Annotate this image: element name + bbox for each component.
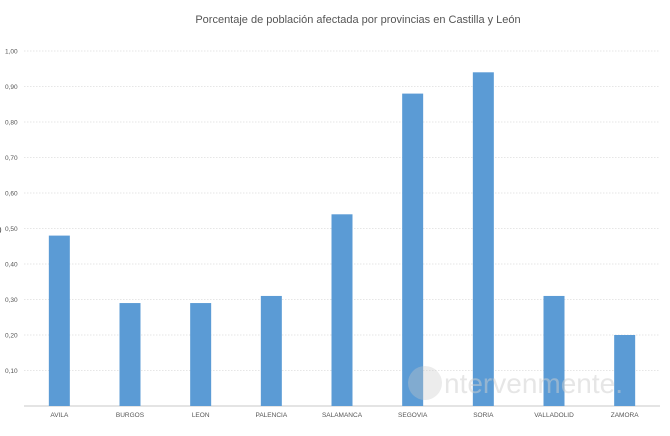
x-category-label: PALENCIA: [255, 412, 287, 419]
x-category-label: VALLADOLID: [534, 412, 574, 419]
y-tick-label: 1,00: [5, 49, 18, 56]
x-axis-category-labels: AVILA BURGOS LEON PALENCIA SALAMANCA SEGOVIA S…: [50, 412, 639, 419]
y-axis-tick-labels: 0,10 0,20 0,30 0,40 0,50 0,60 0,70 0,80 0,90 1,00: [5, 49, 18, 376]
watermark-text: ntervenmente.: [444, 368, 623, 399]
bar-leon: [190, 303, 212, 406]
bar-segovia: [402, 93, 424, 406]
y-tick-label: 0,20: [5, 333, 18, 340]
bar-salamanca: [331, 214, 353, 406]
bar-palencia: [260, 295, 282, 406]
bar-soria: [472, 72, 494, 407]
x-category-label: AVILA: [50, 412, 69, 419]
y-tick-label: 0,50: [5, 226, 18, 233]
x-category-label: SALAMANCA: [322, 412, 363, 419]
y-tick-label: 0,60: [5, 191, 18, 198]
x-category-label: SEGOVIA: [398, 412, 428, 419]
y-tick-label: 0,80: [5, 120, 18, 127]
x-category-label: SORIA: [473, 412, 494, 419]
x-category-label: LEON: [192, 412, 210, 419]
chart-title: Porcentaje de población afectada por pro…: [195, 14, 520, 26]
watermark-circle-icon: [408, 366, 442, 400]
y-tick-label: 0,10: [5, 368, 18, 375]
y-tick-label: 0,70: [5, 155, 18, 162]
bar-valladolid: [543, 295, 565, 406]
y-tick-label: 0,40: [5, 262, 18, 269]
watermark-logo: ntervenmente.: [408, 366, 623, 400]
bar-avila: [48, 235, 70, 406]
bars: [48, 72, 636, 407]
y-tick-label: 0,30: [5, 297, 18, 304]
x-category-label: BURGOS: [116, 412, 145, 419]
y-tick-label: 0,90: [5, 84, 18, 91]
x-category-label: ZAMORA: [611, 412, 639, 419]
bar-burgos: [119, 303, 141, 406]
bar-zamora: [614, 335, 636, 406]
left-edge-clipped-text: 0: [0, 226, 2, 235]
